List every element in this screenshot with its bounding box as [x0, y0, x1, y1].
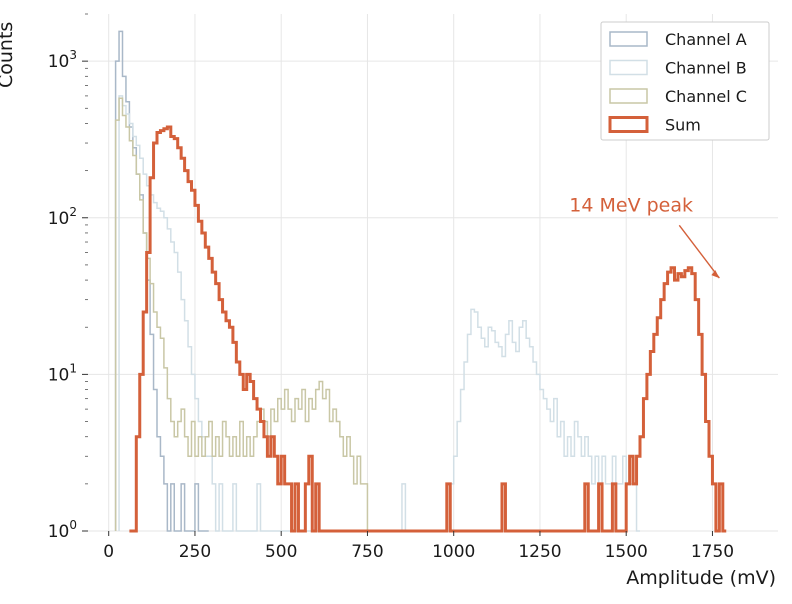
- y-tick-label: 100: [48, 518, 77, 542]
- legend-label-sum: Sum: [665, 116, 701, 135]
- x-tick-label: 750: [351, 542, 383, 562]
- series-channel-c-line: [114, 97, 375, 532]
- x-tick-label: 250: [179, 542, 211, 562]
- series-layer: [114, 30, 727, 533]
- legend-label-channel-b: Channel B: [665, 59, 747, 78]
- annotation-label: 14 MeV peak: [569, 194, 693, 216]
- series-sum-line: [129, 125, 727, 533]
- axes: 0 250 500 750 1000 1250 1500 1750 100 101 102 103 Am…: [0, 13, 776, 589]
- x-axis-title: Amplitude (mV): [626, 567, 776, 589]
- legend-swatch-channel-c: [609, 88, 648, 104]
- annotation-arrow: [678, 224, 720, 279]
- x-tick-label: 1500: [605, 542, 648, 562]
- x-tick-label: 1000: [432, 542, 475, 562]
- legend-label-channel-c: Channel C: [665, 87, 747, 106]
- y-tick-label: 101: [48, 361, 77, 385]
- legend-swatch-channel-b: [609, 59, 648, 76]
- legend-swatch-channel-a: [609, 31, 648, 47]
- x-tick-label: 500: [265, 542, 297, 562]
- x-tick-label: 1250: [518, 542, 561, 562]
- y-axis-title: Counts: [0, 22, 17, 88]
- legend-box: [600, 21, 770, 141]
- legend-label-channel-a: Channel A: [665, 30, 747, 49]
- x-tick-label: 1750: [691, 542, 734, 562]
- series-channel-a-line: [114, 30, 209, 532]
- legend-swatch-sum: [608, 116, 649, 133]
- series-channel-b-line: [118, 95, 640, 532]
- y-tick-label: 102: [48, 205, 77, 229]
- annotations: 14 MeV peak: [569, 194, 720, 279]
- legend: Channel A Channel B Channel C Sum: [600, 21, 770, 141]
- y-tick-label: 103: [48, 48, 77, 72]
- annotation-arrowhead: [711, 270, 720, 279]
- x-tick-label: 0: [103, 542, 114, 562]
